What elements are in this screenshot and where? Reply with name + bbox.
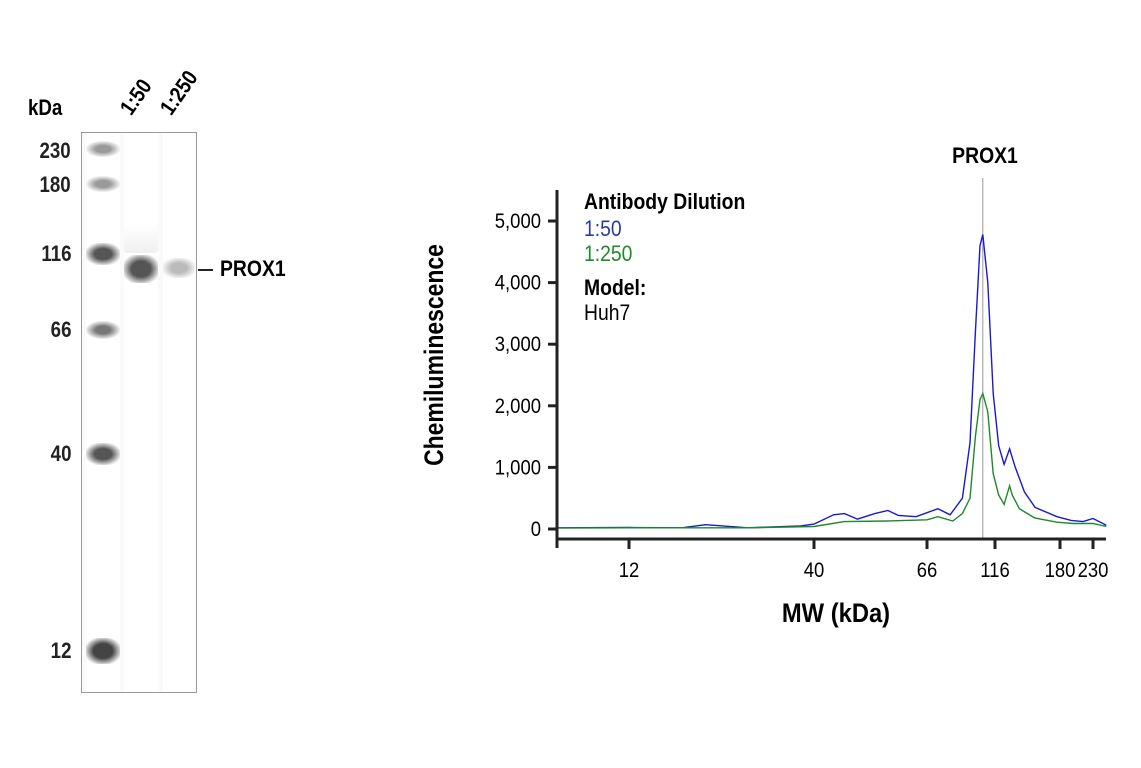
marker-band	[86, 243, 120, 265]
marker-band	[86, 141, 120, 157]
series-line-1-250	[557, 391, 1107, 529]
sample-band	[124, 223, 158, 253]
x-axis-label: MW (kDa)	[782, 599, 890, 629]
marker-label: 40	[50, 441, 71, 466]
lane-2	[163, 133, 195, 692]
legend-heading: Antibody Dilution	[584, 190, 745, 214]
marker-band	[86, 443, 120, 465]
y-tick-label: 4,000	[495, 272, 541, 295]
legend-model-value: Huh7	[584, 301, 630, 325]
x-tick-label: 12	[619, 559, 640, 582]
x-tick-label: 66	[917, 559, 938, 582]
marker-label: 116	[40, 241, 71, 266]
sample-band	[124, 255, 158, 283]
x-tick-label: 116	[980, 559, 1009, 582]
marker-label: 180	[39, 172, 71, 197]
kda-label: kDa	[28, 95, 63, 120]
legend-model-heading: Model:	[584, 276, 646, 300]
y-tick-label: 3,000	[495, 333, 541, 356]
sample-band	[163, 258, 195, 278]
chart-annotation: PROX1	[952, 144, 1018, 168]
legend-entry-1-250: 1:250	[584, 242, 632, 266]
legend-entry-1-50: 1:50	[584, 217, 622, 241]
band-label: PROX1	[220, 256, 286, 281]
x-tick-label: 40	[804, 559, 825, 582]
marker-band	[86, 176, 120, 192]
x-tick-label: 230	[1078, 559, 1109, 582]
lane-1	[124, 133, 158, 692]
y-tick-label: 5,000	[495, 210, 541, 233]
marker-label: 66	[50, 317, 71, 342]
marker-band	[86, 638, 120, 664]
band-pointer-line	[198, 269, 213, 271]
y-tick-label: 1,000	[495, 456, 541, 479]
y-tick-label: 2,000	[495, 395, 541, 418]
marker-label: 12	[50, 638, 71, 663]
x-tick-label: 180	[1045, 559, 1076, 582]
blot-image	[81, 132, 197, 693]
y-tick-label: 0	[531, 518, 541, 541]
marker-lane	[86, 133, 120, 692]
marker-label: 230	[39, 138, 71, 163]
y-axis-label: Chemiluminescence	[419, 244, 449, 466]
marker-band	[86, 321, 120, 339]
series-line-1-50	[557, 234, 1107, 529]
